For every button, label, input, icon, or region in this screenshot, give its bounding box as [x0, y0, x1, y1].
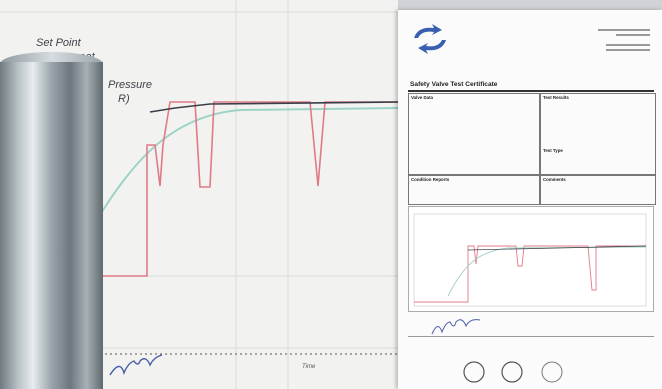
valve-data-box — [408, 93, 540, 175]
condition-reports-title: Condition Reports — [411, 177, 450, 182]
safety-valve-certificate: Safety Valve Test Certificate Valve Data… — [398, 10, 662, 389]
certificate-title: Safety Valve Test Certificate — [410, 81, 498, 88]
test-type-title: Test Type — [543, 148, 563, 153]
legend-pressure-tail: R) — [118, 93, 130, 105]
footer-rule — [408, 336, 654, 337]
condition-reports-box — [408, 175, 540, 205]
signature — [109, 354, 163, 376]
valve-cylinder — [0, 62, 103, 389]
legend-pressure: Pressure — [108, 79, 153, 91]
pressure-line — [99, 107, 398, 216]
company-logo-icon — [414, 24, 446, 54]
comments-title: Comments — [543, 177, 566, 182]
valve-data-title: Valve Data — [411, 95, 433, 100]
lift-reseat-line — [149, 101, 398, 113]
accreditation-badges — [463, 361, 563, 383]
company-address-block — [598, 26, 650, 56]
x-axis-label: Time — [302, 364, 316, 370]
certificate-signature — [431, 319, 481, 335]
legend-set-point: Set Point — [36, 37, 81, 49]
title-rule — [408, 90, 654, 92]
test-results-box — [540, 93, 656, 175]
certificate-graph-thumbnail — [408, 206, 654, 312]
set-point-line — [90, 101, 398, 277]
comments-box — [540, 175, 656, 205]
test-results-title: Test Results — [543, 95, 569, 100]
